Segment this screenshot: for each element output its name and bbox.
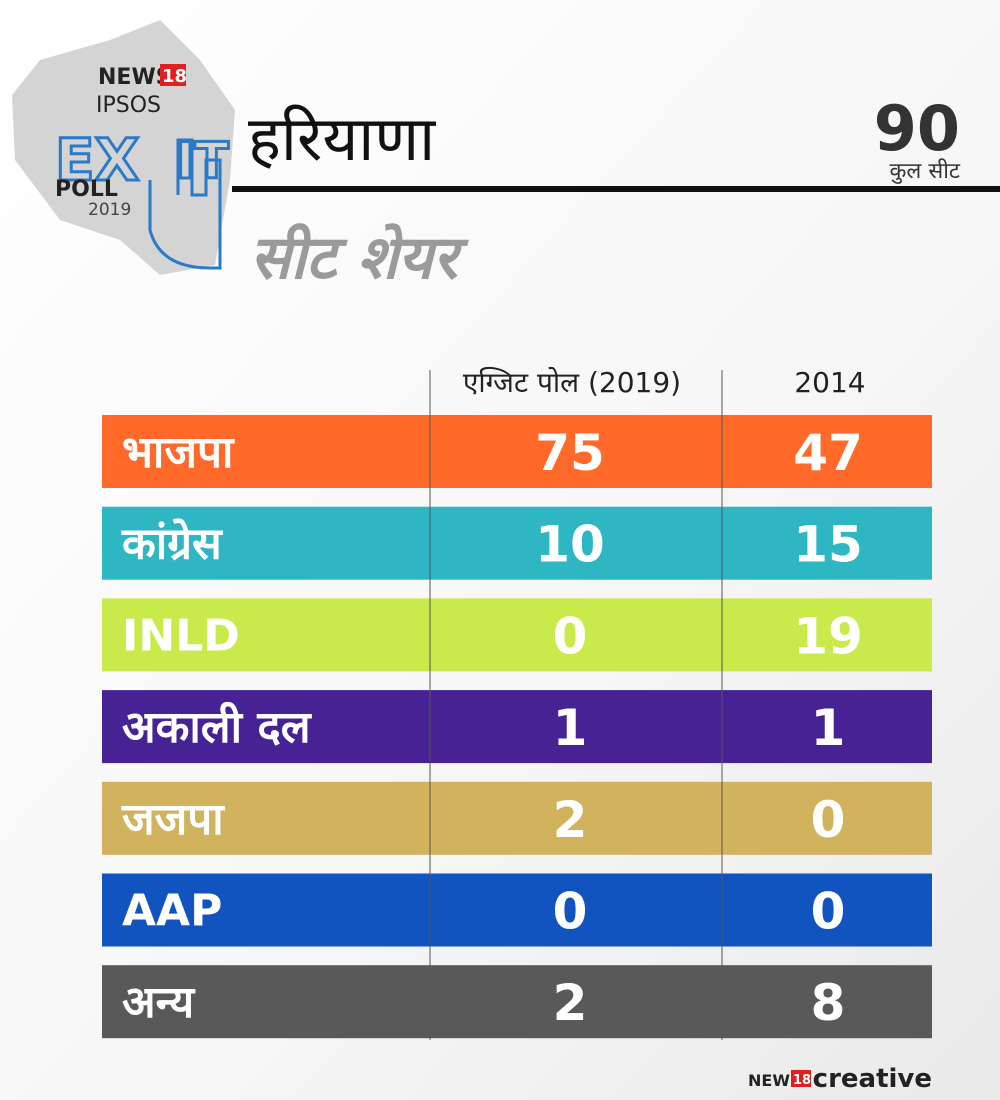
title: हरियाणा [248, 102, 436, 175]
logo-poll: POLL [55, 177, 118, 202]
party-name: अकाली दल [122, 701, 313, 753]
seat-count: 47 [793, 424, 863, 482]
party-name: जजपा [121, 794, 225, 845]
party-name: अन्य [122, 977, 196, 1028]
seat-count: 0 [553, 607, 588, 665]
table-row [102, 598, 932, 672]
party-name: AAP [122, 886, 222, 937]
logo-partner: IPSOS [96, 93, 161, 118]
logo-number: 18 [162, 66, 187, 87]
subtitle: सीट शेयर [250, 223, 469, 293]
seat-count: 1 [553, 699, 588, 757]
seat-count: 1 [811, 699, 846, 757]
logo-brand: NEWS [98, 65, 172, 90]
column-header: एग्जिट पोल (2019) [463, 366, 681, 399]
footer: NEWS 18 creative [748, 1064, 932, 1094]
seat-count: 0 [811, 791, 846, 849]
seat-count: 0 [553, 883, 588, 941]
title-rule [232, 186, 1000, 192]
table: भाजपा 75 47 कांग्रेस 10 15 INLD 0 19 अकाली दल 1 1 जज… [102, 415, 932, 1039]
logo-year: 2019 [88, 200, 131, 220]
party-name: INLD [122, 610, 240, 661]
hand-icon [148, 138, 222, 270]
footer-label: creative [813, 1064, 932, 1094]
seat-count: 0 [811, 883, 846, 941]
logo: NEWS 18 IPSOS EX IT POLL 2019 [54, 64, 230, 270]
table-row [102, 781, 932, 855]
seat-count: 2 [553, 791, 588, 849]
table-row [102, 965, 932, 1039]
seat-count: 19 [793, 607, 863, 665]
footer-badge [791, 1070, 811, 1087]
party-name: भाजपा [122, 427, 235, 478]
table-row [102, 506, 932, 580]
footer-brand: NEWS [748, 1071, 802, 1090]
footer-number: 18 [793, 1073, 811, 1088]
table-row [102, 873, 932, 947]
seat-count: 2 [553, 974, 588, 1032]
party-name: कांग्रेस [121, 518, 224, 570]
table-row [102, 690, 932, 764]
total-label: कुल सीट [890, 158, 961, 184]
column-header: 2014 [794, 366, 865, 399]
table-row [102, 415, 932, 488]
seat-count: 8 [811, 974, 846, 1032]
seat-count: 75 [535, 424, 605, 482]
seat-count: 10 [535, 516, 605, 574]
total: 90 [874, 92, 960, 165]
logo-exit: EX [55, 126, 139, 194]
seat-count: 15 [793, 516, 863, 574]
logo-badge [160, 64, 186, 86]
